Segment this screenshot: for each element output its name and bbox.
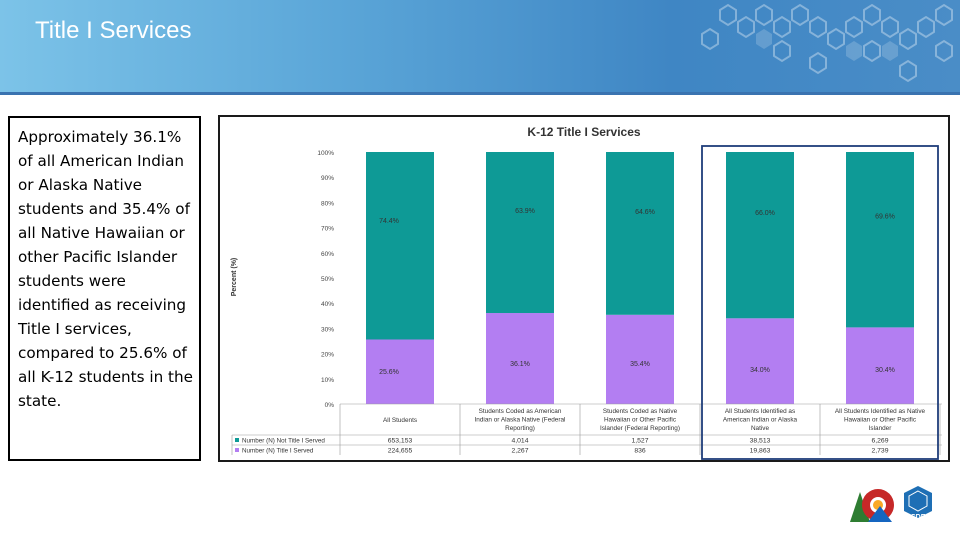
x-category-label: All Students Identified as Native xyxy=(835,408,926,415)
data-label-served: 34.0% xyxy=(750,367,770,374)
table-cell-count: 836 xyxy=(634,448,646,455)
data-label-not-served: 69.6% xyxy=(875,214,895,221)
header-banner: Title I Services xyxy=(0,0,960,92)
bar-segment-not-title-i-served xyxy=(846,152,914,328)
bar-segment-title-i-served xyxy=(606,314,674,404)
y-tick-label: 30% xyxy=(321,326,334,333)
y-tick-label: 40% xyxy=(321,301,334,308)
svg-text:CDE: CDE xyxy=(911,514,926,521)
y-tick-label: 50% xyxy=(321,276,334,283)
bar-segment-not-title-i-served xyxy=(366,152,434,340)
colorado-mountain-emblem xyxy=(850,489,894,522)
legend-swatch-not-served xyxy=(235,438,239,442)
y-tick-label: 0% xyxy=(325,402,335,409)
chart-title: K-12 Title I Services xyxy=(527,125,641,139)
x-category-label: Hawaiian or Other Pacific xyxy=(604,417,677,424)
bar-segment-title-i-served xyxy=(486,313,554,404)
x-category-label: Reporting) xyxy=(505,425,535,432)
table-cell-count: 224,655 xyxy=(388,448,413,455)
data-label-served: 35.4% xyxy=(630,361,650,368)
stacked-bar-chart: K-12 Title I Services Percent (%) 0% 10% 2… xyxy=(231,125,942,460)
data-label-not-served: 63.9% xyxy=(515,208,535,215)
y-tick-label: 10% xyxy=(321,377,334,384)
chart-frame: K-12 Title I Services Percent (%) 0% 10% 2… xyxy=(218,115,950,462)
legend-swatch-served xyxy=(235,448,239,452)
table-cell-count: 653,153 xyxy=(388,438,413,445)
x-category-label: Hawaiian or Other Pacific xyxy=(844,417,917,424)
table-cell-count: 19,863 xyxy=(750,448,771,455)
bar-segment-not-title-i-served xyxy=(486,152,554,314)
data-table: All Students Students Coded as American In… xyxy=(231,403,942,455)
data-label-not-served: 74.4% xyxy=(379,218,399,225)
bar-segment-not-title-i-served xyxy=(606,152,674,315)
table-cell-count: 2,267 xyxy=(511,448,528,455)
x-category-label: All Students xyxy=(383,417,417,424)
x-category-label: All Students Identified as xyxy=(725,408,795,415)
x-category-label: Indian or Alaska Native (Federal xyxy=(475,417,566,424)
highlight-box xyxy=(701,145,939,460)
summary-textbox: Approximately 36.1% of all American Indi… xyxy=(8,116,201,461)
y-tick-label: 100% xyxy=(317,150,334,157)
x-category-label: Islander (Federal Reporting) xyxy=(600,425,680,432)
cde-badge: CDE xyxy=(904,486,932,521)
y-axis-label: Percent (%) xyxy=(231,258,238,297)
x-category-label: Native xyxy=(751,425,770,432)
table-cell-count: 2,739 xyxy=(871,448,888,455)
page-title: Title I Services xyxy=(35,17,192,44)
x-category-label: Islander xyxy=(869,425,893,432)
y-tick-label: 70% xyxy=(321,226,334,233)
header-divider xyxy=(0,92,960,95)
x-category-label: American Indian or Alaska xyxy=(723,417,798,424)
data-label-not-served: 66.0% xyxy=(755,210,775,217)
data-label-served: 30.4% xyxy=(875,367,895,374)
x-category-label: Students Coded as American xyxy=(479,408,562,415)
legend-label: Number (N) Title I Served xyxy=(242,448,314,455)
legend-label: Number (N) Not Title I Served xyxy=(242,438,325,445)
bars-group: 74.4% 25.6% 63.9% 36.1% 64.6% 35.4% 66.0% 34.0%… xyxy=(366,152,914,404)
x-category-label: Students Coded as Native xyxy=(603,408,678,415)
y-tick-label: 60% xyxy=(321,251,334,258)
table-cell-count: 6,269 xyxy=(871,438,888,445)
y-tick-label: 90% xyxy=(321,175,334,182)
y-tick-label: 20% xyxy=(321,352,334,359)
y-tick-label: 80% xyxy=(321,200,334,207)
bar-segment-not-title-i-served xyxy=(726,152,794,319)
cde-logo: CDE xyxy=(850,486,932,522)
data-label-not-served: 64.6% xyxy=(635,209,655,216)
hexagon-pattern-decoration xyxy=(701,3,953,83)
data-label-served: 25.6% xyxy=(379,369,399,376)
table-cell-count: 1,527 xyxy=(631,438,648,445)
table-cell-count: 38,513 xyxy=(750,438,771,445)
data-label-served: 36.1% xyxy=(510,361,530,368)
bar-segment-title-i-served xyxy=(366,339,434,404)
table-cell-count: 4,014 xyxy=(511,438,528,445)
bar-segment-title-i-served xyxy=(846,327,914,404)
y-axis: 0% 10% 20% 30% 40% 50% 60% 70% 80% 90% 100% xyxy=(317,150,334,409)
bar-segment-title-i-served xyxy=(726,318,794,404)
